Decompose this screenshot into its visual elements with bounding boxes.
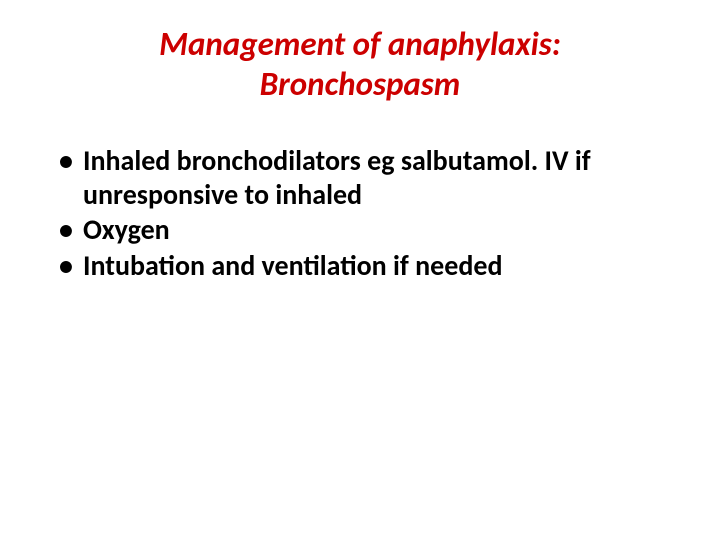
bullet-list: Inhaled bronchodilators eg salbutamol. I… <box>55 144 675 282</box>
bullet-text: Inhaled bronchodilators eg salbutamol. I… <box>83 143 591 212</box>
list-item: Intubation and ventilation if needed <box>55 249 675 283</box>
title-line-2: Bronchospasm <box>260 64 461 104</box>
list-item: Oxygen <box>55 213 675 247</box>
bullet-text: Oxygen <box>83 212 170 247</box>
title-line-1: Management of anaphylaxis: <box>159 24 561 64</box>
slide-content: Inhaled bronchodilators eg salbutamol. I… <box>45 144 675 282</box>
bullet-text: Intubation and ventilation if needed <box>83 248 502 283</box>
list-item: Inhaled bronchodilators eg salbutamol. I… <box>55 144 675 211</box>
slide-title: Management of anaphylaxis: Bronchospasm <box>45 25 675 104</box>
